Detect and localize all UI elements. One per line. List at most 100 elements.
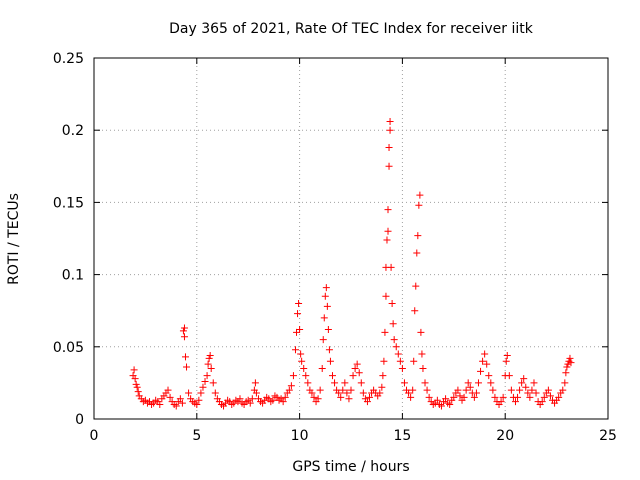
data-point [347,386,355,394]
data-point [130,366,138,374]
data-point [416,191,424,199]
data-point [418,350,426,358]
data-point [289,372,297,380]
data-point [296,325,304,333]
data-point [491,393,499,401]
data-point [195,396,203,404]
data-point [180,333,188,341]
data-point [528,386,536,394]
data-point [193,401,201,409]
data-point [366,393,374,401]
data-point [185,389,193,397]
data-point [319,336,327,344]
data-point [248,395,256,403]
data-point [392,343,400,351]
data-point [538,398,546,406]
data-point [132,380,140,388]
data-point [206,351,214,359]
data-point [483,360,491,368]
data-point [166,393,174,401]
data-point [419,364,427,372]
data-point [479,357,487,365]
chart-title: Day 365 of 2021, Rate Of TEC Index for r… [169,21,534,37]
data-point [349,372,357,380]
data-point [446,401,454,409]
data-point [411,307,419,315]
y-tick-label: 0.25 [53,51,84,67]
data-point [298,357,306,365]
data-point [178,399,186,407]
data-point [294,310,302,318]
x-tick-label: 15 [393,428,411,444]
data-point [252,389,260,397]
data-point [561,379,569,387]
data-point [518,379,526,387]
data-point [295,299,303,307]
data-point [423,386,431,394]
data-point [409,386,417,394]
y-tick-label: 0.2 [62,123,84,139]
data-point [530,379,538,387]
data-point [387,263,395,271]
data-point [414,232,422,240]
data-point [134,388,142,396]
data-point [481,350,489,358]
data-point [345,395,353,403]
data-point [410,357,418,365]
data-point [353,360,361,368]
data-point [236,395,244,403]
x-tick-label: 10 [291,428,309,444]
data-point [335,389,343,397]
data-point [207,364,215,372]
data-point [179,327,187,335]
data-point [378,383,386,391]
data-point [454,386,462,394]
data-point [291,346,299,354]
data-point [211,389,219,397]
data-point [380,357,388,365]
data-point [394,350,402,358]
data-point [203,372,211,380]
data-point [246,399,254,407]
y-tick-label: 0.15 [53,195,84,211]
data-point [425,393,433,401]
data-point [526,393,534,401]
data-point [281,393,289,401]
data-point [546,392,554,400]
data-point [385,144,393,152]
y-tick-label: 0 [75,412,84,428]
data-point [176,395,184,403]
y-tick-label: 0.1 [62,268,84,284]
data-point [559,386,567,394]
data-point [437,402,445,410]
data-point [413,249,421,257]
data-point [540,393,548,401]
data-point [328,372,336,380]
data-point [421,379,429,387]
data-point [322,284,330,292]
x-axis-label: GPS time / hours [292,459,409,475]
data-point [331,379,339,387]
data-point [514,393,522,401]
data-point [355,369,363,377]
data-point [204,360,212,368]
data-point [323,302,331,310]
data-point [287,382,295,390]
y-axis-label: ROTI / TECUs [6,193,22,285]
data-point [383,236,391,244]
data-point [321,292,329,300]
data-point [562,369,570,377]
data-point [197,389,205,397]
y-tick-label: 0.05 [53,340,84,356]
data-point [470,393,478,401]
data-point [357,379,365,387]
data-point [511,398,519,406]
data-point [555,393,563,401]
grid-lines [94,58,608,419]
data-point [472,389,480,397]
data-point [324,325,332,333]
data-point [407,393,415,401]
data-point [400,379,408,387]
data-point [183,363,191,371]
data-point [532,389,540,397]
